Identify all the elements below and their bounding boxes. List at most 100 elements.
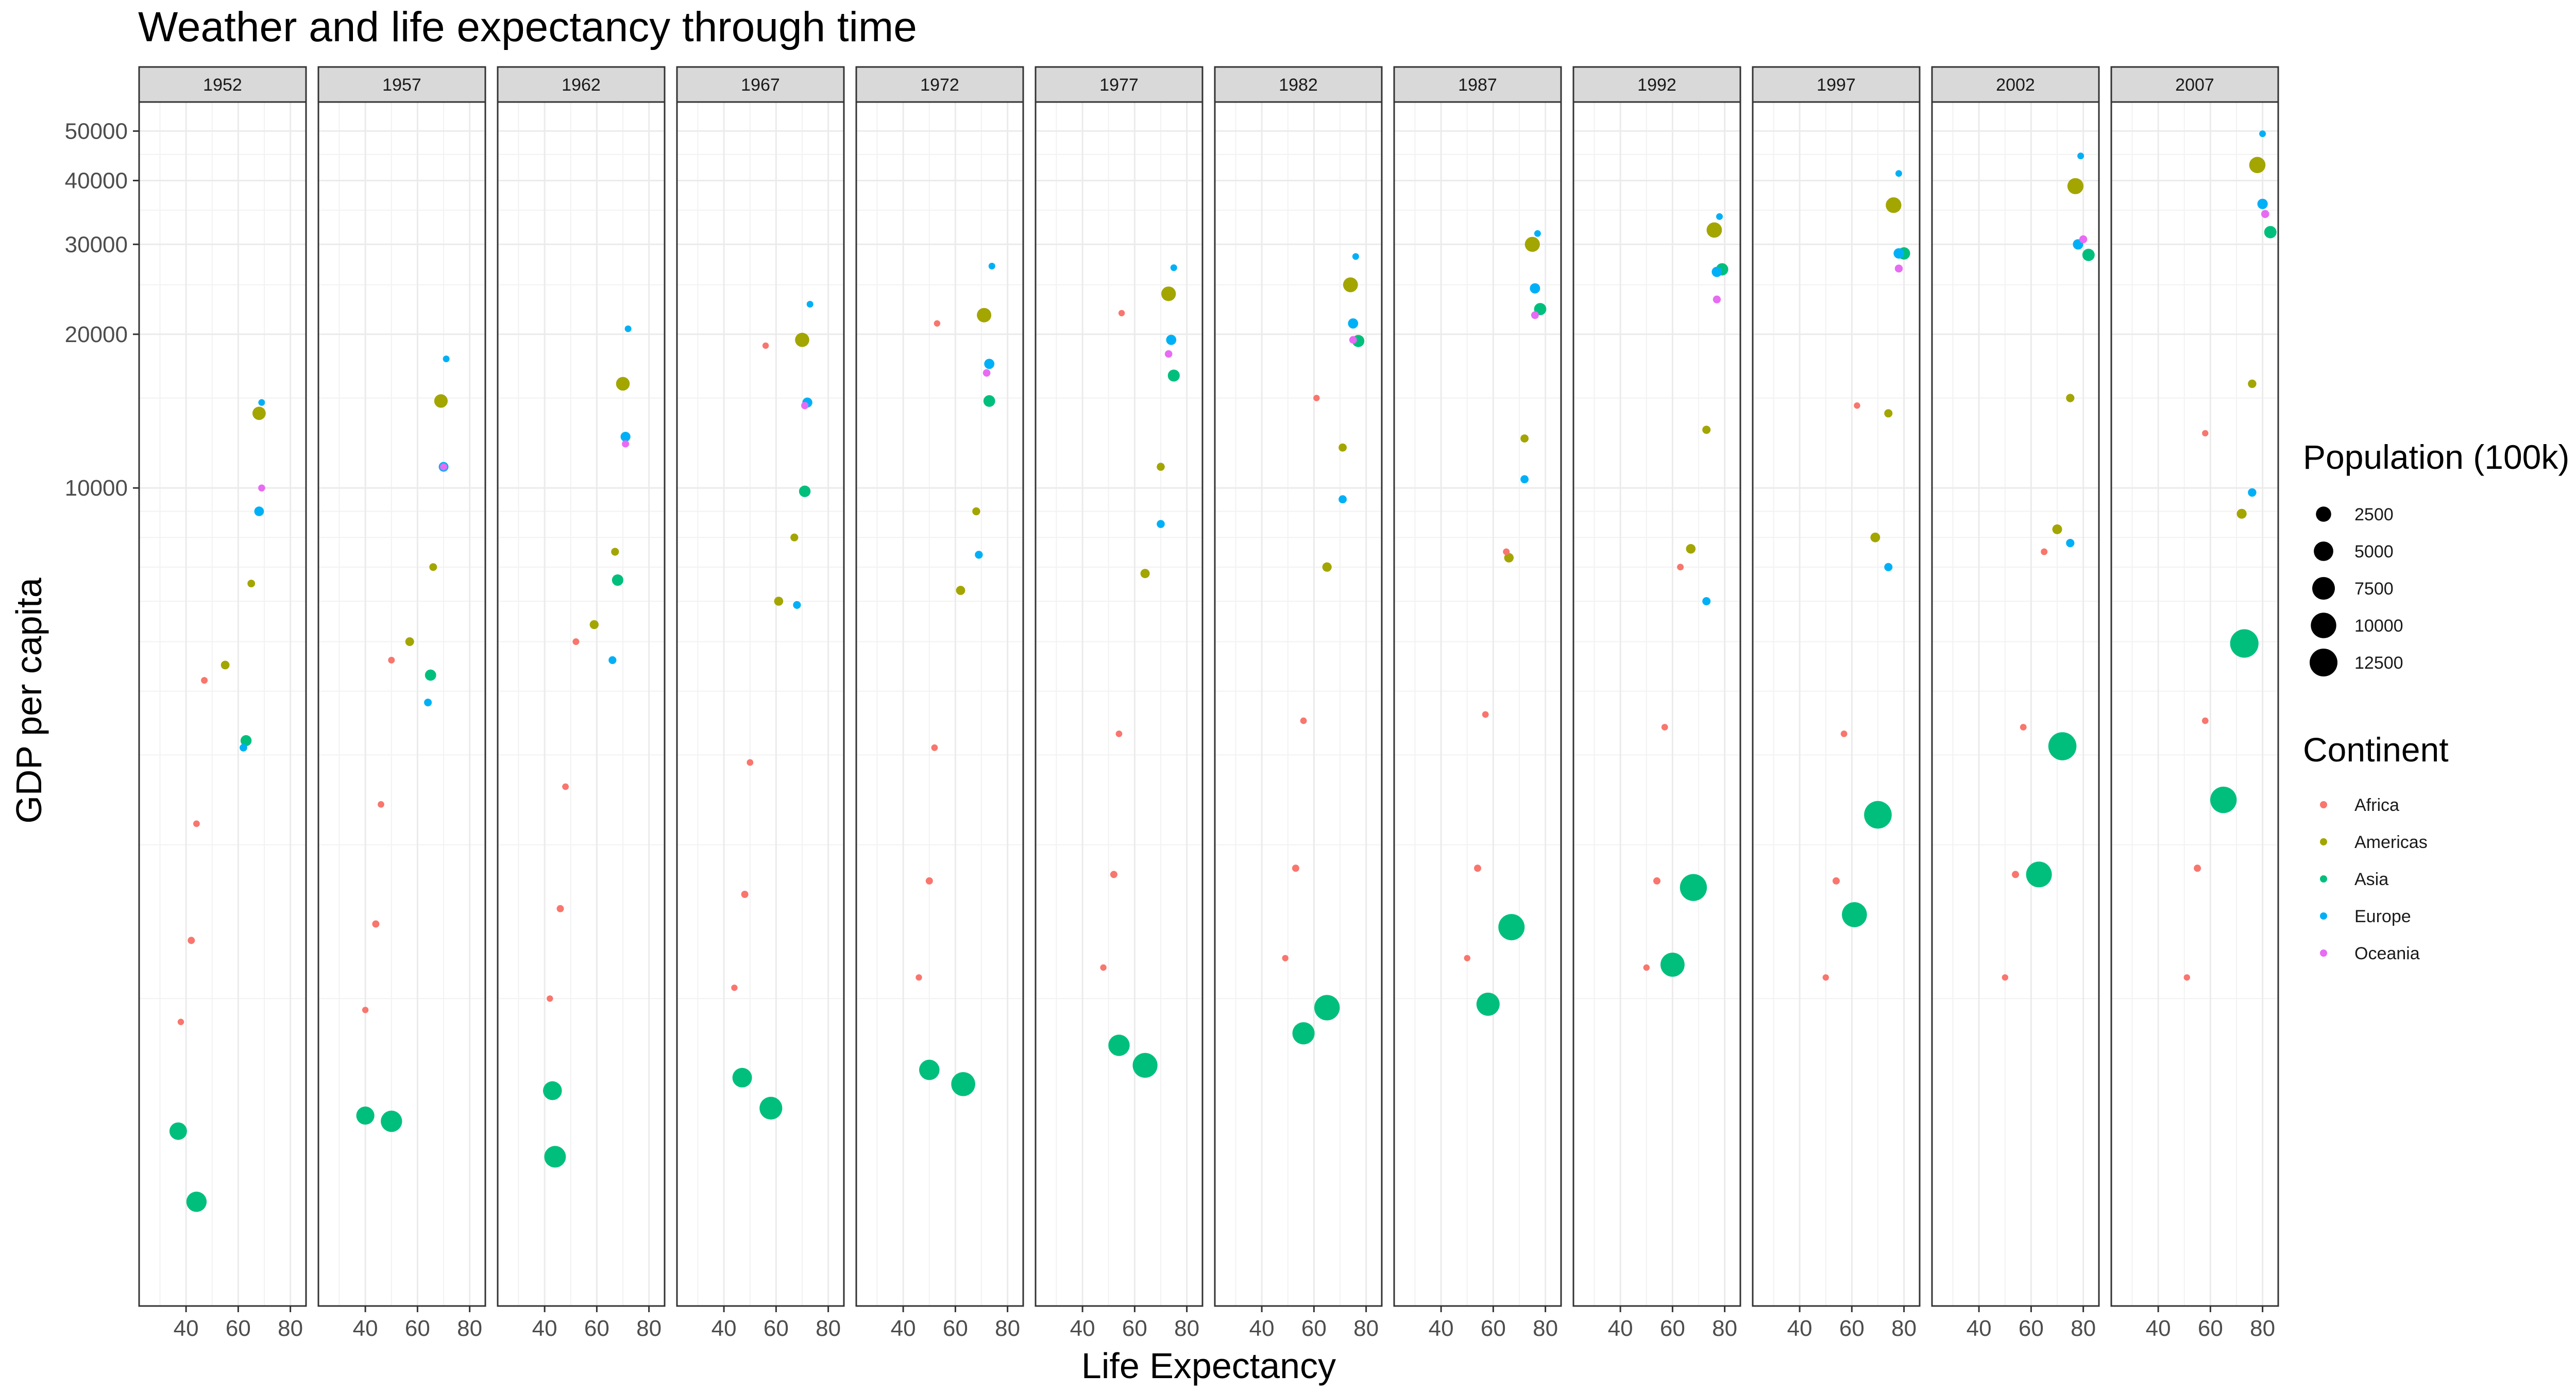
data-point-europe [1716, 213, 1723, 220]
data-point-europe [975, 551, 983, 559]
data-point-oceania [801, 402, 809, 410]
facet-panel-1962: 1962 40 60 80 [497, 66, 666, 1341]
panel-border [1931, 101, 2100, 1307]
panel-border [317, 101, 486, 1307]
data-point-americas [252, 406, 266, 420]
data-point-europe [1338, 495, 1347, 504]
data-point-africa [1464, 955, 1470, 962]
y-tick-label: 30000 [65, 232, 128, 257]
color-legend-key-americas [2320, 838, 2327, 845]
facet-strip-label: 1962 [562, 75, 601, 95]
data-point-africa [1503, 548, 1510, 555]
x-tick-label: 60 [1301, 1316, 1327, 1341]
data-point-asia [612, 574, 623, 586]
panel-border [1752, 101, 1921, 1307]
facet-panel-1992: 1992 40 60 80 [1572, 66, 1741, 1341]
data-point-europe [1348, 318, 1359, 329]
data-point-africa [2202, 430, 2209, 437]
data-point-asia [543, 1081, 562, 1100]
data-point-europe [443, 355, 450, 363]
legend: Population (100k) 2500 5000 7500 10000 12500… [2303, 438, 2569, 963]
data-point-asia [1476, 992, 1500, 1016]
data-point-africa [931, 744, 938, 751]
data-point-oceania [622, 440, 630, 448]
data-point-americas [429, 563, 437, 571]
y-tick-label: 10000 [65, 476, 128, 501]
facet-strip [676, 66, 845, 103]
color-legend-title: Continent [2303, 731, 2449, 769]
data-point-africa [2201, 717, 2209, 724]
data-point-africa [731, 985, 738, 991]
data-point-americas [1157, 463, 1165, 471]
data-point-oceania [258, 484, 265, 491]
data-point-americas [1161, 286, 1176, 301]
data-point-africa [562, 783, 569, 790]
data-point-asia [2048, 732, 2077, 760]
color-legend-keys: Africa Americas Asia Europe Oceania [2320, 795, 2428, 963]
facet-strip-label: 1957 [382, 75, 421, 95]
data-point-africa [2012, 871, 2019, 878]
panel-border [1393, 101, 1562, 1307]
data-point-americas [1322, 562, 1332, 572]
color-legend-key-oceania [2320, 949, 2327, 957]
y-tick-label: 20000 [65, 322, 128, 347]
x-tick-label: 80 [2250, 1316, 2275, 1341]
data-point-asia [544, 1146, 566, 1168]
data-point-americas [795, 332, 809, 347]
panel-border [138, 101, 307, 1307]
panel-border [855, 101, 1024, 1307]
data-point-americas [2052, 524, 2062, 534]
data-point-europe [1352, 253, 1359, 260]
data-point-africa [1854, 402, 1860, 409]
data-point-africa [1300, 717, 1307, 724]
size-legend-keys: 2500 5000 7500 10000 12500 [2310, 505, 2403, 676]
data-point-asia [983, 395, 995, 407]
data-point-asia [169, 1122, 187, 1140]
facet-strip [1035, 66, 1204, 103]
data-point-americas [972, 507, 980, 516]
data-point-americas [1338, 443, 1347, 452]
data-point-africa [1661, 724, 1668, 731]
data-point-asia [1132, 1053, 1158, 1078]
x-tick-label: 80 [1533, 1316, 1558, 1341]
data-point-africa [1822, 974, 1829, 981]
data-point-asia [1167, 369, 1180, 382]
chart-title: Weather and life expectancy through time [138, 4, 917, 50]
data-point-asia [425, 669, 436, 681]
data-point-americas [1884, 409, 1893, 418]
data-point-americas [1886, 197, 1902, 213]
size-legend-label: 7500 [2354, 579, 2394, 599]
data-point-oceania [982, 369, 991, 377]
data-point-asia [799, 485, 811, 497]
x-tick-label: 60 [1839, 1316, 1865, 1341]
facet-strip-label: 2002 [1996, 75, 2035, 95]
data-point-africa [1110, 871, 1117, 878]
data-point-asia [951, 1072, 975, 1096]
panel-background [498, 102, 665, 1306]
data-point-africa [741, 891, 749, 898]
y-tick-label: 50000 [65, 118, 128, 144]
panel-border [1035, 101, 1204, 1307]
data-point-europe [988, 263, 995, 269]
panel-border [497, 101, 666, 1307]
panel-background [1215, 102, 1382, 1306]
x-tick-label: 40 [532, 1316, 557, 1341]
x-tick-label: 80 [1174, 1316, 1199, 1341]
data-point-europe [258, 399, 265, 406]
data-point-asia [1680, 874, 1707, 901]
data-point-americas [774, 597, 784, 606]
data-point-africa [193, 820, 200, 827]
data-point-oceania [1894, 264, 1903, 273]
data-point-africa [362, 1007, 369, 1013]
facet-panel-1982: 1982 40 60 80 [1214, 66, 1383, 1341]
data-point-americas [247, 580, 256, 587]
data-point-africa [388, 656, 395, 664]
panel-border [1572, 101, 1741, 1307]
data-point-americas [589, 620, 599, 630]
x-tick-label: 60 [226, 1316, 251, 1341]
data-point-africa [2002, 974, 2008, 981]
size-legend-title: Population (100k) [2303, 438, 2569, 476]
data-point-oceania [2261, 210, 2269, 218]
data-point-africa [934, 320, 941, 327]
